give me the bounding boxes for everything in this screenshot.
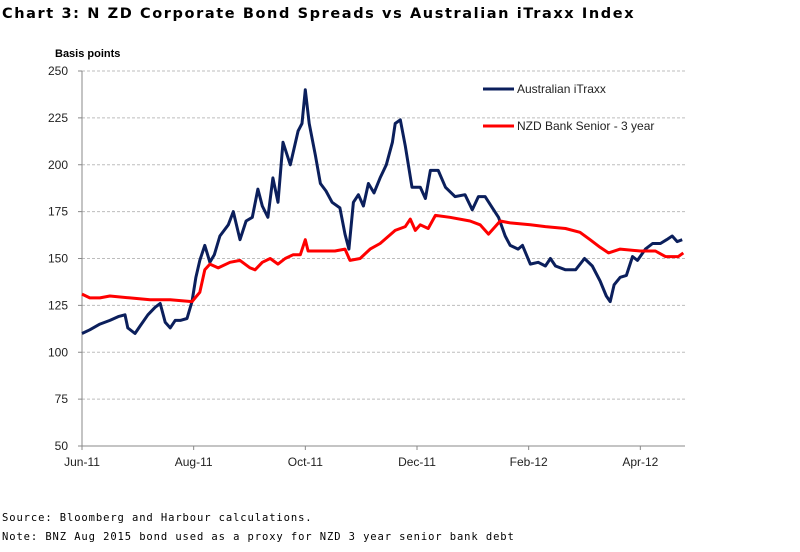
x-tick-label: Apr-12 [622,455,658,469]
line-chart: Basis points 50 75 100 125 150 175 200 225 250 Ju… [48,48,685,469]
series-line-itraxx [81,88,683,335]
y-tick-label: 125 [48,298,68,312]
y-tick-label: 225 [48,111,68,125]
y-tick-label: 250 [48,64,68,78]
legend-label-itraxx: Australian iTraxx [517,82,606,96]
x-tick-label: Aug-11 [175,455,213,469]
y-tick-label: 100 [48,345,68,359]
chart-title: Chart 3: N ZD Corporate Bond Spreads vs … [2,6,636,22]
y-tick-label: 75 [55,392,69,406]
y-axis-label: Basis points [55,48,120,60]
series-line-nzd-bank-senior [81,213,685,304]
x-tick-label: Jun-11 [64,455,100,469]
footnote: Note: BNZ Aug 2015 bond used as a proxy … [2,531,515,543]
legend: Australian iTraxx NZD Bank Senior - 3 ye… [483,82,654,133]
y-tick-label: 150 [48,252,68,266]
x-tick-label: Feb-12 [510,455,548,469]
y-tick-label: 175 [48,205,68,219]
x-tick-label: Oct-11 [288,455,323,469]
y-tick-label: 50 [55,439,69,453]
x-tick-label: Dec-11 [398,455,436,469]
y-tick-label: 200 [48,158,68,172]
legend-label-nzd: NZD Bank Senior - 3 year [517,119,654,133]
source-note: Source: Bloomberg and Harbour calculatio… [2,512,313,524]
